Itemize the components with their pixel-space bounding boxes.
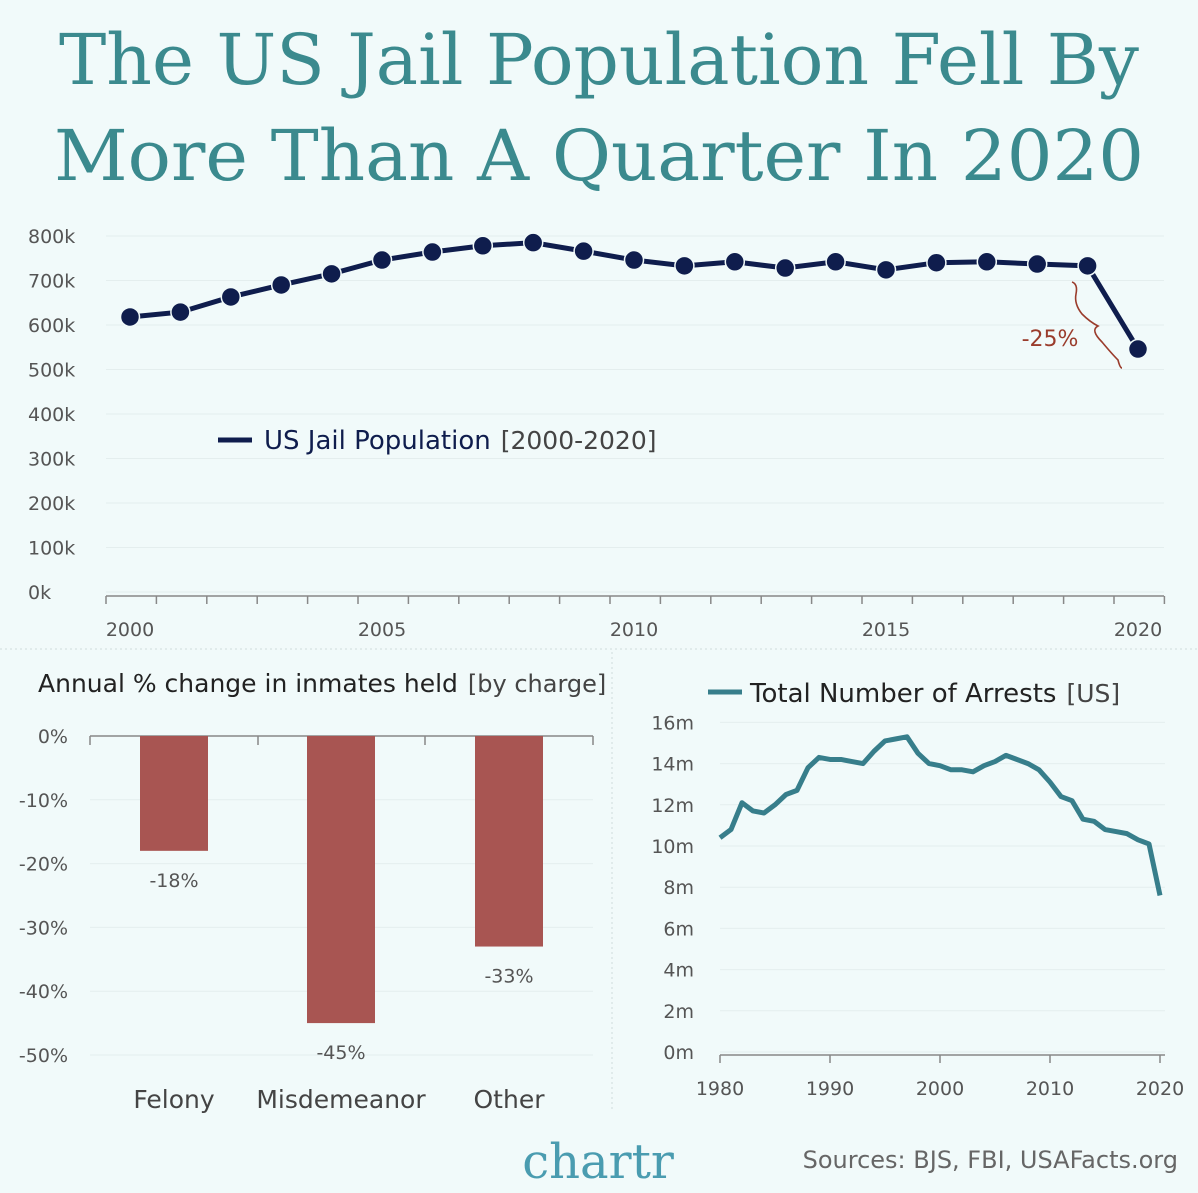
data-point-2007: [472, 235, 494, 257]
data-point-2020: [1127, 338, 1149, 360]
x-tick-label: 2005: [358, 619, 406, 641]
title-line-1: The US Jail Population Fell By: [59, 19, 1139, 101]
y-tick-label: 4m: [663, 960, 694, 982]
data-point-2012: [724, 251, 746, 273]
jail-legend-suffix: [2000-2020]: [501, 426, 657, 455]
arrests-line: [718, 734, 1163, 896]
y-tick-label: -20%: [19, 854, 68, 876]
jail-legend: US Jail Population [2000-2020]: [218, 426, 657, 456]
data-point-2019: [1077, 255, 1098, 277]
y-tick-label: 12m: [651, 795, 694, 817]
annotation-brace: [1071, 281, 1123, 369]
bar-value-label: -33%: [484, 966, 533, 988]
y-tick-label: 700k: [28, 271, 75, 293]
y-tick-label: 400k: [28, 404, 75, 426]
jail-legend-name: US Jail Population: [264, 426, 491, 456]
bar-value-label: -45%: [316, 1042, 365, 1064]
x-tick-label: 1990: [806, 1078, 854, 1100]
x-tick-label: 2020: [1136, 1078, 1184, 1100]
y-tick-label: 200k: [28, 493, 75, 515]
data-point-2006: [422, 241, 443, 263]
bar-chart: 0% -10% -20% -30% -40% -50% -18% Felony -45% Misd…: [19, 726, 594, 1114]
y-tick-label: -40%: [19, 981, 68, 1003]
y-tick-label: 0%: [38, 726, 68, 748]
data-point-2002: [220, 286, 242, 308]
bar-chart-title-suffix: [by charge]: [468, 670, 606, 698]
arrests-chart: 0m 2m 4m 6m 8m 10m 12m 14m 16m 1980 1990 2000 2010 20…: [651, 712, 1184, 1100]
data-point-2004: [321, 263, 342, 285]
bar-value-label: -18%: [149, 870, 198, 892]
x-tick-label: 2010: [1026, 1078, 1074, 1100]
y-tick-label: 2m: [663, 1001, 694, 1023]
x-tick-label: 2000: [106, 619, 154, 641]
category-label: Misdemeanor: [256, 1085, 426, 1114]
data-point-2009: [573, 240, 594, 262]
data-point-2005: [371, 249, 393, 271]
y-tick-label: 8m: [663, 877, 694, 899]
data-point-2018: [1026, 253, 1048, 275]
data-point-2015: [875, 259, 897, 281]
y-tick-label: 0m: [663, 1042, 694, 1064]
category-label: Other: [474, 1085, 546, 1114]
x-tick-label: 1980: [696, 1078, 744, 1100]
y-tick-label: -10%: [19, 790, 68, 812]
annotation-label: -25%: [1022, 327, 1079, 352]
data-point-2008: [522, 232, 544, 253]
y-tick-label: 0k: [28, 582, 51, 604]
data-point-2010: [623, 249, 645, 271]
data-point-2001: [170, 301, 191, 323]
bar-chart-title: Annual % change in inmates held: [38, 669, 458, 698]
data-point-2016: [926, 252, 947, 273]
arrests-legend: Total Number of Arrests [US]: [708, 679, 1120, 709]
x-tick-label: 2010: [610, 619, 658, 641]
y-tick-label: 500k: [28, 360, 75, 382]
y-tick-label: 600k: [28, 315, 75, 337]
data-point-2014: [825, 251, 846, 273]
bar-felony: [140, 736, 208, 851]
arrests-legend-name: Total Number of Arrests: [749, 679, 1056, 709]
y-tick-label: 16m: [651, 712, 694, 734]
y-tick-label: 14m: [651, 754, 694, 776]
x-tick-label: 2000: [916, 1078, 964, 1100]
category-label: Felony: [133, 1085, 214, 1114]
y-tick-label: 800k: [28, 226, 75, 248]
arrests-legend-suffix: [US]: [1066, 679, 1120, 708]
y-tick-label: -50%: [19, 1045, 68, 1067]
chartr-logo: chartr: [522, 1134, 674, 1190]
bar-other: [475, 736, 543, 947]
data-point-2011: [674, 255, 695, 277]
data-point-2000: [119, 306, 141, 328]
jail-population-chart: 0k 100k 200k 300k 400k 500k 600k 700k 800k 2000 20…: [28, 226, 1166, 641]
bar-misdemeanor: [307, 736, 375, 1024]
y-tick-label: 10m: [651, 836, 694, 858]
data-point-2003: [270, 274, 292, 296]
x-tick-label: 2020: [1114, 619, 1162, 641]
title-line-2: More Than A Quarter In 2020: [54, 115, 1144, 197]
data-point-2017: [976, 251, 998, 273]
data-point-2013: [774, 257, 796, 279]
y-tick-label: 300k: [28, 449, 75, 471]
y-tick-label: 100k: [28, 538, 75, 560]
sources-text: Sources: BJS, FBI, USAFacts.org: [803, 1146, 1178, 1174]
x-tick-label: 2015: [862, 619, 910, 641]
y-tick-label: -30%: [19, 917, 68, 939]
y-tick-label: 6m: [663, 918, 694, 940]
